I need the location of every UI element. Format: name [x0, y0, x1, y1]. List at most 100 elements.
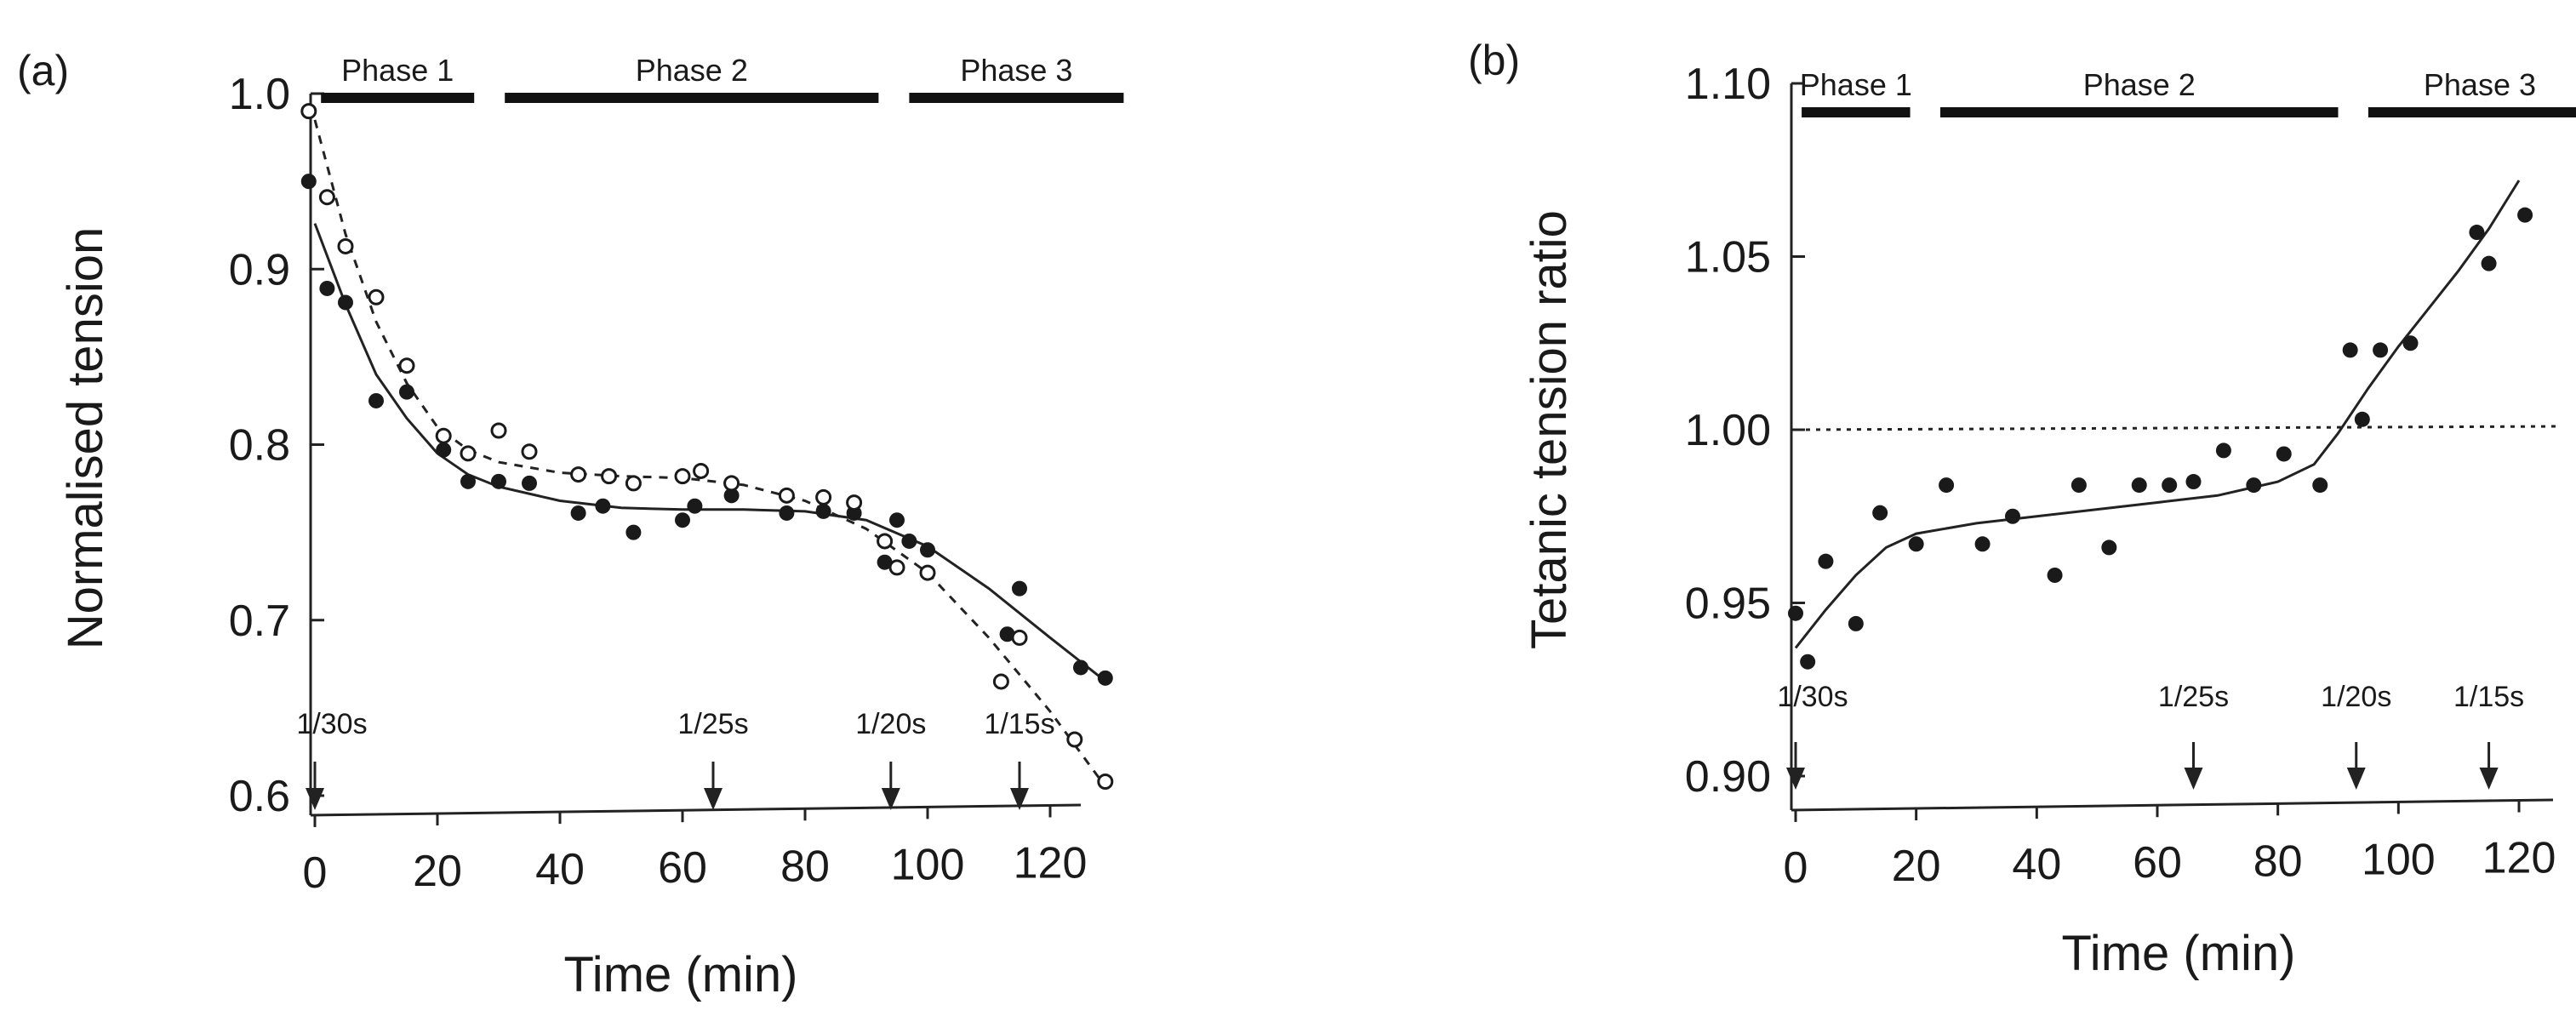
fit-curve-filled [1794, 180, 2521, 649]
phase-label: Phase 3 [960, 53, 1072, 88]
x-tick-label: 80 [780, 842, 830, 891]
phase-label: Phase 2 [2083, 67, 2196, 102]
data-point-filled [1788, 605, 1803, 621]
data-point-open [1011, 629, 1028, 646]
data-point-open [398, 357, 415, 374]
phase-label: Phase 1 [341, 53, 454, 88]
data-point-open [846, 494, 863, 511]
x-tick-label: 60 [658, 843, 707, 893]
data-point-open [888, 559, 905, 576]
x-tick-label: 100 [2362, 835, 2436, 884]
x-tick-label: 100 [891, 840, 965, 889]
data-point-open [1066, 731, 1083, 748]
data-point-filled [2005, 508, 2020, 524]
y-tick-label: 0.7 [229, 597, 290, 646]
data-point-open [1097, 774, 1114, 790]
data-point-filled [920, 542, 935, 558]
x-tick-label: 20 [413, 847, 462, 896]
data-point-filled [2131, 477, 2147, 494]
data-point-filled [399, 384, 414, 400]
data-point-filled [2354, 411, 2370, 427]
data-point-filled [2312, 477, 2328, 494]
x-axis-title: Time (min) [564, 947, 798, 1002]
data-point-open [368, 288, 385, 305]
stimulus-arrow-head [2346, 768, 2366, 790]
data-point-open [460, 445, 477, 462]
stimulus-arrow-head [881, 788, 900, 810]
phase-label: Phase 3 [2424, 67, 2536, 102]
data-point-open [778, 487, 795, 504]
data-point-filled [2047, 567, 2063, 583]
data-point-filled [2342, 342, 2358, 358]
data-point-open [521, 443, 538, 460]
x-tick-label: 0 [303, 848, 328, 898]
data-point-filled [779, 505, 795, 521]
x-tick-label: 60 [2133, 838, 2182, 888]
data-point-filled [877, 554, 893, 570]
data-point-filled [491, 473, 506, 489]
x-axis-line [310, 803, 1082, 817]
stimulus-arrow-head [1010, 788, 1029, 810]
x-tick-label: 80 [2253, 836, 2303, 886]
data-point-open [318, 189, 335, 206]
fit-curve-filled [313, 223, 1100, 677]
data-point-open [337, 237, 354, 254]
stimulus-arrow-head [2184, 768, 2203, 790]
data-point-filled [1974, 536, 1991, 552]
y-tick-label: 1.10 [1685, 60, 1771, 109]
data-point-filled [1848, 615, 1864, 631]
data-point-open [815, 488, 832, 505]
x-tick-label: 120 [2482, 834, 2556, 883]
data-point-filled [300, 174, 317, 190]
data-point-filled [723, 488, 740, 504]
stimulus-arrow-label: 1/30s [1777, 681, 1848, 713]
data-point-filled [338, 294, 353, 311]
data-point-open [601, 468, 618, 485]
data-point-filled [2469, 225, 2485, 241]
data-point-filled [901, 533, 917, 549]
data-point-open [992, 673, 1009, 690]
data-point-open [723, 475, 740, 492]
data-point-open [570, 466, 587, 483]
data-point-filled [2481, 255, 2497, 271]
y-tick-label: 0.95 [1685, 580, 1771, 629]
stimulus-arrow-label: 1/25s [2158, 681, 2229, 713]
data-point-filled [2517, 207, 2533, 223]
data-point-filled [1073, 659, 1088, 676]
y-tick-label: 1.05 [1685, 233, 1771, 283]
stimulus-arrow-label: 1/20s [2321, 681, 2391, 713]
data-point-filled [460, 473, 476, 489]
data-point-open [674, 468, 691, 485]
data-point-filled [2373, 342, 2389, 358]
data-point-open [919, 564, 936, 581]
panel-b-chart: (b) 0.90 0.95 1.00 1.05 1.10 0 20 40 60 80 100 120 Te… [1468, 37, 2576, 981]
data-point-filled [815, 503, 831, 519]
reference-line [1795, 425, 2562, 431]
panel-a-chart: (a) 0.6 0.7 0.8 0.9 1.0 0 20 40 60 80 100 120 Normali… [17, 47, 1124, 1002]
stimulus-arrow-label: 1/15s [2453, 681, 2524, 713]
y-tick-label: 1.0 [229, 70, 290, 119]
x-tick-label: 40 [2012, 840, 2061, 889]
stimulus-arrow-label: 1/30s [296, 708, 367, 740]
y-tick-label: 0.90 [1685, 752, 1771, 802]
data-point-filled [1800, 654, 1816, 670]
data-point-filled [1939, 477, 1955, 494]
data-point-filled [570, 505, 586, 521]
x-axis-line [1791, 798, 2554, 812]
y-tick-label: 0.9 [229, 245, 290, 294]
data-point-open [625, 475, 642, 492]
data-point-filled [2215, 442, 2231, 459]
data-point-filled [2246, 477, 2262, 494]
stimulus-arrow-head [2479, 768, 2499, 790]
stimulus-arrow-head [306, 788, 324, 810]
y-tick-label: 0.8 [229, 421, 290, 471]
stimulus-arrow-head [704, 788, 723, 810]
y-tick-label: 0.6 [229, 772, 290, 821]
data-point-filled [2185, 474, 2202, 490]
data-point-filled [889, 512, 905, 528]
stimulus-arrow-label: 1/25s [677, 708, 748, 740]
data-point-filled [522, 475, 537, 491]
data-point-filled [2162, 477, 2178, 494]
data-point-filled [436, 442, 452, 458]
x-tick-label: 20 [1892, 842, 1941, 891]
